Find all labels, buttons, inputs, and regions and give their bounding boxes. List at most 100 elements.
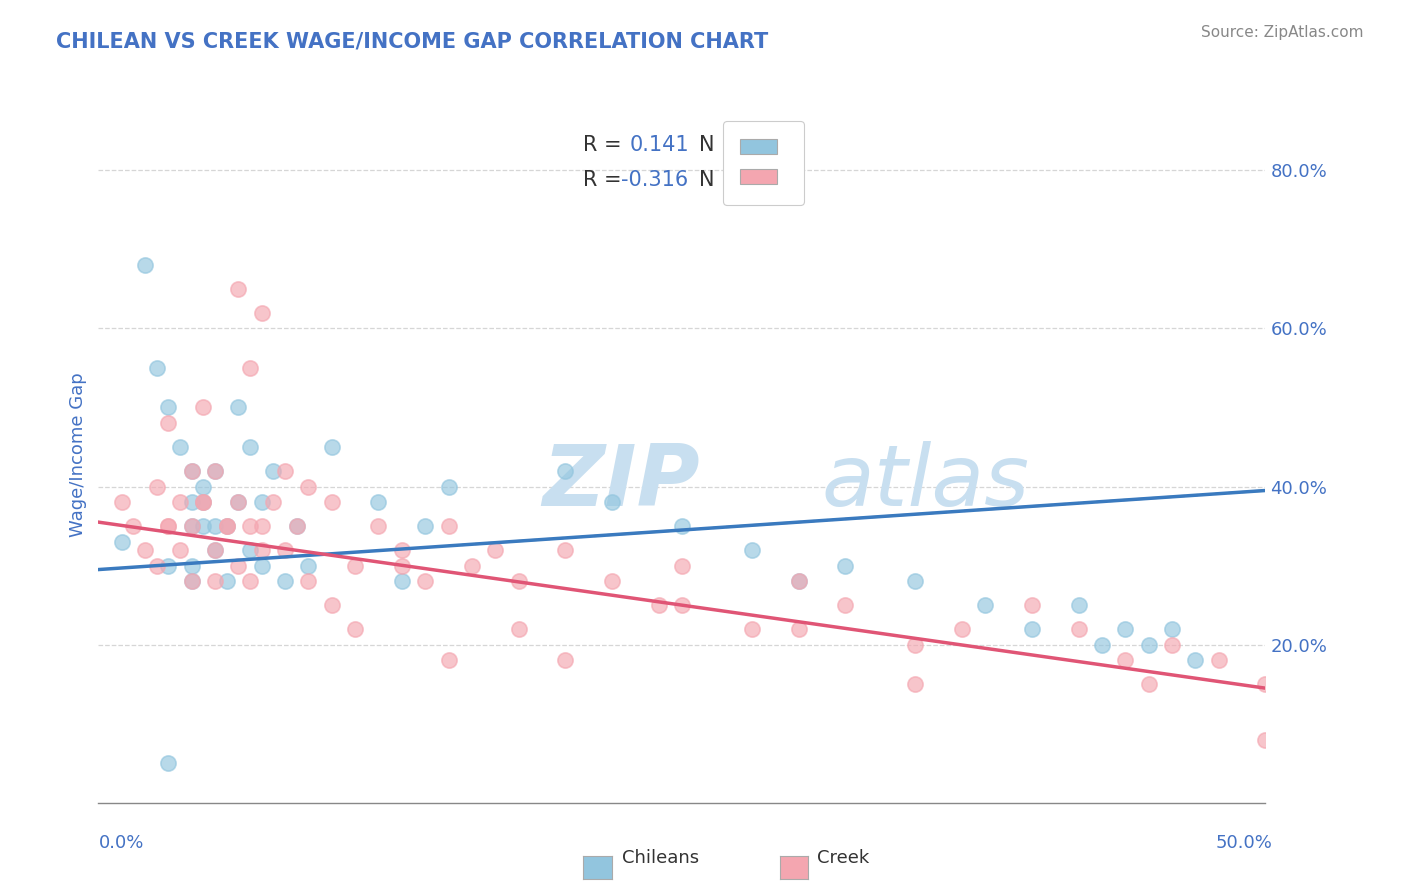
- Point: [157, 519, 180, 533]
- Point: [274, 574, 297, 589]
- Text: 50: 50: [744, 136, 773, 155]
- Point: [193, 495, 215, 509]
- Point: [741, 542, 763, 557]
- Point: [1067, 622, 1090, 636]
- Point: [204, 464, 226, 478]
- Text: 71: 71: [744, 170, 773, 190]
- Point: [228, 495, 250, 509]
- Point: [1254, 732, 1277, 747]
- Point: [193, 495, 215, 509]
- Point: [741, 622, 763, 636]
- Point: [508, 622, 530, 636]
- Point: [600, 574, 623, 589]
- Point: [1208, 653, 1230, 667]
- Point: [193, 519, 215, 533]
- Point: [274, 464, 297, 478]
- Point: [228, 558, 250, 573]
- Point: [157, 756, 180, 771]
- Point: [285, 519, 308, 533]
- Point: [215, 519, 238, 533]
- Point: [461, 558, 484, 573]
- Point: [437, 653, 460, 667]
- Point: [391, 558, 413, 573]
- Point: [180, 574, 202, 589]
- Point: [1114, 622, 1136, 636]
- Point: [180, 558, 202, 573]
- Point: [146, 558, 169, 573]
- Point: [204, 464, 226, 478]
- Point: [157, 401, 180, 415]
- Point: [297, 558, 319, 573]
- Text: N =: N =: [699, 170, 745, 190]
- Point: [391, 574, 413, 589]
- Legend: , : ,: [723, 121, 804, 204]
- Point: [180, 464, 202, 478]
- Point: [600, 495, 623, 509]
- Point: [321, 440, 343, 454]
- Point: [157, 519, 180, 533]
- Point: [437, 519, 460, 533]
- Point: [134, 542, 156, 557]
- Point: [250, 558, 273, 573]
- Point: [391, 542, 413, 557]
- Text: N =: N =: [699, 136, 745, 155]
- Point: [554, 542, 576, 557]
- Point: [1161, 638, 1184, 652]
- Text: 0.141: 0.141: [630, 136, 689, 155]
- Point: [169, 440, 191, 454]
- Point: [437, 479, 460, 493]
- Point: [250, 519, 273, 533]
- Point: [787, 574, 810, 589]
- Text: Chileans: Chileans: [623, 849, 699, 867]
- Point: [250, 542, 273, 557]
- Point: [204, 519, 226, 533]
- Point: [111, 495, 134, 509]
- Point: [250, 305, 273, 319]
- Point: [274, 542, 297, 557]
- Text: R =: R =: [582, 170, 628, 190]
- Point: [228, 282, 250, 296]
- Point: [193, 495, 215, 509]
- Point: [1137, 677, 1160, 691]
- Point: [250, 495, 273, 509]
- Text: -0.316: -0.316: [621, 170, 689, 190]
- Point: [262, 495, 284, 509]
- Point: [950, 622, 973, 636]
- Point: [285, 519, 308, 533]
- Point: [204, 574, 226, 589]
- Point: [671, 558, 693, 573]
- Point: [344, 622, 367, 636]
- Point: [508, 574, 530, 589]
- Point: [204, 542, 226, 557]
- Y-axis label: Wage/Income Gap: Wage/Income Gap: [69, 373, 87, 537]
- Point: [1114, 653, 1136, 667]
- Point: [413, 574, 436, 589]
- Point: [157, 417, 180, 431]
- Point: [297, 479, 319, 493]
- Point: [413, 519, 436, 533]
- Point: [134, 258, 156, 272]
- Point: [554, 464, 576, 478]
- Point: [180, 464, 202, 478]
- Point: [904, 574, 927, 589]
- Point: [146, 360, 169, 375]
- Point: [215, 574, 238, 589]
- Point: [1184, 653, 1206, 667]
- Point: [111, 534, 134, 549]
- Point: [1091, 638, 1114, 652]
- Point: [193, 479, 215, 493]
- Point: [834, 598, 856, 612]
- Point: [1161, 622, 1184, 636]
- Point: [239, 542, 262, 557]
- Text: 50.0%: 50.0%: [1216, 834, 1272, 852]
- Point: [215, 519, 238, 533]
- Point: [228, 401, 250, 415]
- Point: [974, 598, 997, 612]
- Point: [367, 519, 389, 533]
- Point: [554, 653, 576, 667]
- Point: [344, 558, 367, 573]
- Point: [193, 401, 215, 415]
- Point: [787, 574, 810, 589]
- Point: [1021, 622, 1043, 636]
- Text: atlas: atlas: [823, 442, 1031, 524]
